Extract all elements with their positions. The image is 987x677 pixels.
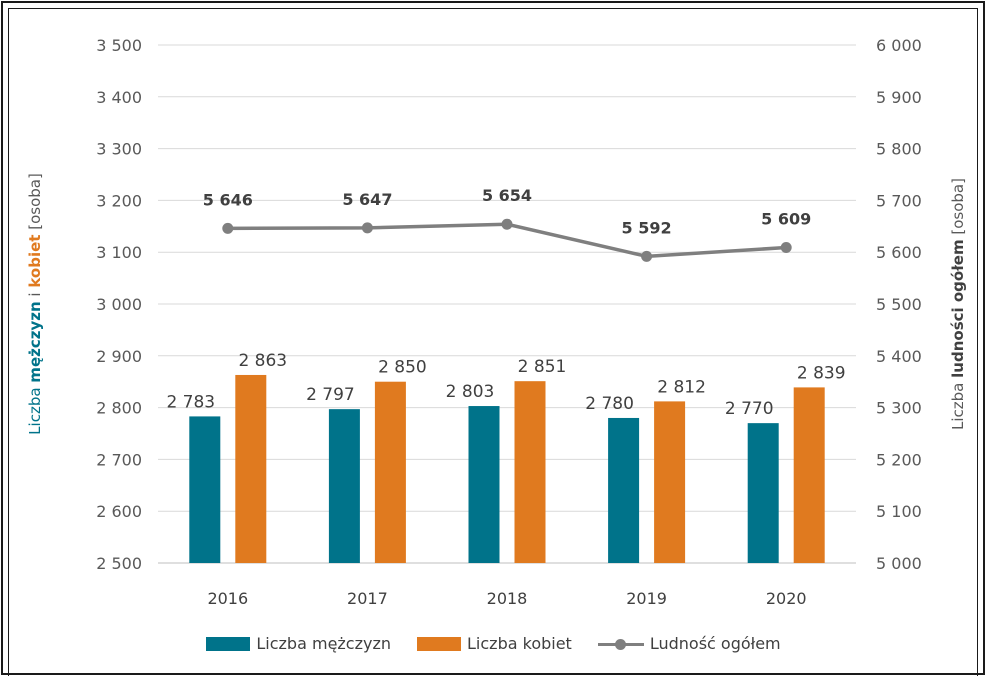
- category-label: 2017: [347, 589, 388, 608]
- data-label-total: 5 646: [203, 190, 253, 209]
- right-tick-label: 5 700: [876, 191, 922, 210]
- data-label-total: 5 592: [622, 218, 672, 237]
- data-label-women: 2 850: [378, 358, 427, 378]
- bar-men: [747, 423, 779, 563]
- data-label-total: 5 654: [482, 186, 532, 205]
- data-label-men: 2 803: [446, 382, 495, 402]
- data-label-men: 2 797: [306, 385, 355, 405]
- right-tick-label: 5 800: [876, 140, 922, 159]
- left-tick-label: 2 700: [96, 450, 142, 469]
- left-tick-label: 3 000: [96, 295, 142, 314]
- bar-women: [654, 401, 686, 563]
- category-label: 2019: [626, 589, 667, 608]
- gridlines: [158, 44, 856, 564]
- bar-men: [608, 417, 640, 563]
- right-axis-title: Liczba ludności ogółem [osoba]: [949, 178, 967, 430]
- line-point: [361, 222, 373, 234]
- right-axis-ticks: 5 000 5 100 5 200 5 300 5 400 5 500 5 600 5 700…: [876, 36, 922, 573]
- bar-men: [468, 406, 500, 563]
- left-axis-ticks: 2 500 2 600 2 700 2 800 2 900 3 000 3 100 3 200…: [96, 36, 142, 573]
- right-tick-label: 5 500: [876, 295, 922, 314]
- left-tick-label: 3 100: [96, 243, 142, 262]
- left-tick-label: 2 900: [96, 347, 142, 366]
- right-tick-label: 5 300: [876, 399, 922, 418]
- data-label-women: 2 839: [797, 363, 846, 383]
- left-tick-label: 3 500: [96, 36, 142, 55]
- data-labels: 2 783 2 797 2 803 2 780 2 770 2 863 2 850 2 851…: [166, 186, 845, 419]
- data-label-women: 2 863: [238, 351, 287, 371]
- inner-border: [8, 8, 978, 676]
- right-tick-label: 5 200: [876, 450, 922, 469]
- data-label-women: 2 851: [518, 357, 567, 377]
- line-point: [501, 218, 513, 230]
- right-tick-label: 6 000: [876, 36, 922, 55]
- right-tick-label: 5 100: [876, 502, 922, 521]
- data-label-men: 2 770: [725, 399, 774, 419]
- left-tick-label: 2 500: [96, 554, 142, 573]
- left-tick-label: 2 800: [96, 399, 142, 418]
- legend-label-men: Liczba mężczyzn: [256, 634, 392, 653]
- data-label-men: 2 783: [166, 392, 215, 412]
- bar-series: [189, 374, 825, 563]
- legend: Liczba mężczyzn Liczba kobiet Ludność og…: [0, 634, 987, 653]
- category-label: 2018: [487, 589, 528, 608]
- line-point: [780, 242, 792, 254]
- legend-swatch-women: [417, 636, 462, 651]
- left-axis-title: Liczba mężczyzn i kobiet [osoba]: [26, 173, 44, 435]
- bar-men: [189, 416, 221, 563]
- legend-label-women: Liczba kobiet: [467, 634, 572, 653]
- right-tick-label: 5 600: [876, 243, 922, 262]
- left-tick-label: 3 400: [96, 88, 142, 107]
- data-label-women: 2 812: [657, 377, 706, 397]
- bar-women: [235, 374, 267, 563]
- legend-item-total: Ludność ogółem: [597, 634, 781, 653]
- left-tick-label: 2 600: [96, 502, 142, 521]
- legend-item-women: Liczba kobiet: [417, 634, 572, 653]
- line-point: [222, 222, 234, 234]
- line-point: [641, 250, 653, 262]
- right-tick-label: 5 900: [876, 88, 922, 107]
- legend-line-marker-icon: [597, 637, 644, 651]
- left-tick-label: 3 300: [96, 140, 142, 159]
- right-tick-label: 5 400: [876, 347, 922, 366]
- bar-women: [793, 387, 825, 563]
- legend-item-men: Liczba mężczyzn: [206, 634, 391, 653]
- bar-men: [328, 409, 360, 563]
- left-tick-label: 3 200: [96, 191, 142, 210]
- legend-label-total: Ludność ogółem: [649, 634, 781, 653]
- category-label: 2016: [207, 589, 248, 608]
- category-label: 2020: [766, 589, 807, 608]
- legend-swatch-men: [206, 636, 251, 651]
- line-series: [222, 218, 792, 262]
- data-label-men: 2 780: [585, 394, 634, 414]
- bar-women: [514, 381, 546, 563]
- data-label-total: 5 647: [342, 190, 392, 209]
- bar-women: [374, 381, 406, 563]
- category-labels: 2016 2017 2018 2019 2020: [207, 589, 806, 608]
- right-tick-label: 5 000: [876, 554, 922, 573]
- data-label-total: 5 609: [761, 210, 811, 229]
